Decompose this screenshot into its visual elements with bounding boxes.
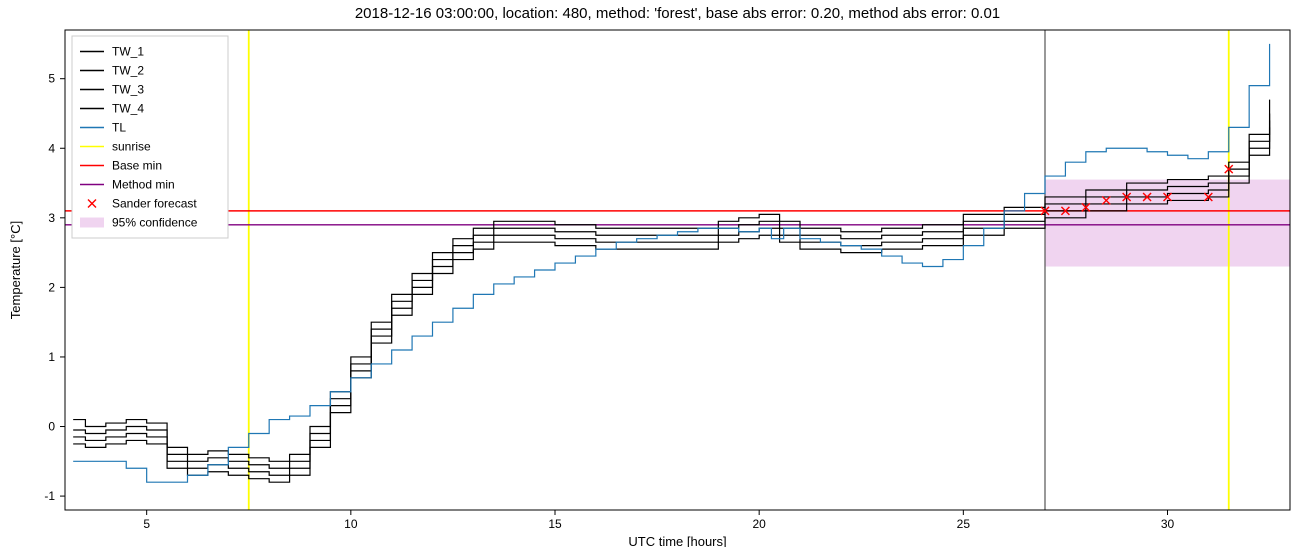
legend-label: TW_3 [112,83,144,97]
ytick-label: 4 [48,141,55,155]
xtick-label: 15 [548,517,562,531]
legend: TW_1 TW_2 TW_3 TW_4 TL sunrise Base min Method … [72,36,228,238]
legend-label: TW_4 [112,102,144,116]
xtick-label: 10 [344,517,358,531]
chart-container: 2018-12-16 03:00:00, location: 480, meth… [0,0,1313,547]
legend-label: TL [112,121,126,135]
chart-title: 2018-12-16 03:00:00, location: 480, meth… [355,5,1000,22]
chart-svg: 2018-12-16 03:00:00, location: 480, meth… [0,0,1313,547]
xtick-label: 20 [752,517,766,531]
legend-label: 95% confidence [112,216,198,230]
ytick-label: -1 [44,489,55,503]
confidence-region [1045,180,1290,267]
legend-label: Method min [112,178,175,192]
xtick-label: 30 [1161,517,1175,531]
xtick-label: 25 [957,517,971,531]
legend-label: Base min [112,159,162,173]
ylabel: Temperature [°C] [8,221,23,319]
ytick-label: 1 [48,350,55,364]
ytick-label: 5 [48,72,55,86]
legend-label: TW_2 [112,64,144,78]
xlabel: UTC time [hours] [628,534,726,547]
xtick-label: 5 [143,517,150,531]
legend-label: TW_1 [112,45,144,59]
ytick-label: 0 [48,420,55,434]
legend-label: Sander forecast [112,197,197,211]
ytick-label: 3 [48,211,55,225]
legend-label: sunrise [112,140,151,154]
ytick-label: 2 [48,280,55,294]
